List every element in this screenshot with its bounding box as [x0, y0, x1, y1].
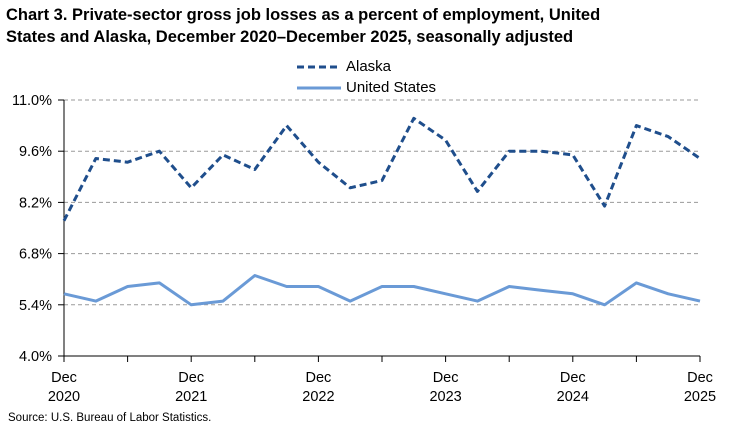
- chart-title: Chart 3. Private-sector gross job losses…: [6, 4, 706, 48]
- x-tick-label-month: Dec: [178, 370, 204, 386]
- y-tick-label: 11.0%: [12, 93, 52, 109]
- y-tick-label: 5.4%: [19, 298, 52, 314]
- series-line-united-states: [63, 274, 701, 307]
- x-tick-label-month: Dec: [51, 370, 77, 386]
- x-tick-label-month: Dec: [560, 370, 586, 386]
- x-tick-label-year: 2023: [429, 389, 461, 405]
- y-tick-label: 8.2%: [19, 195, 52, 211]
- source-note: Source: U.S. Bureau of Labor Statistics.: [8, 412, 212, 424]
- x-tick-label-month: Dec: [306, 370, 332, 386]
- series-line-alaska: [62, 116, 701, 222]
- x-tick-label-month: Dec: [687, 370, 713, 386]
- x-tick-label-month: Dec: [433, 370, 459, 386]
- y-tick-label: 9.6%: [19, 144, 52, 160]
- y-tick-label: 6.8%: [19, 247, 52, 263]
- x-tick-label-year: 2024: [557, 389, 589, 405]
- chart-title-line-1: Chart 3. Private-sector gross job losses…: [6, 6, 601, 24]
- x-tick-label-year: 2022: [302, 389, 334, 405]
- legend-label-alaska: Alaska: [346, 58, 392, 75]
- legend-label-united-states: United States: [346, 79, 437, 96]
- x-tick-label-year: 2025: [684, 389, 716, 405]
- legend-swatch-united-states: [297, 86, 341, 90]
- x-tick-label-year: 2021: [175, 389, 207, 405]
- chart-title-line-2: States and Alaska, December 2020–Decembe…: [6, 28, 574, 46]
- x-tick-label-year: 2020: [48, 389, 80, 405]
- y-tick-label: 4.0%: [19, 349, 52, 365]
- legend-swatch-alaska: [297, 65, 341, 69]
